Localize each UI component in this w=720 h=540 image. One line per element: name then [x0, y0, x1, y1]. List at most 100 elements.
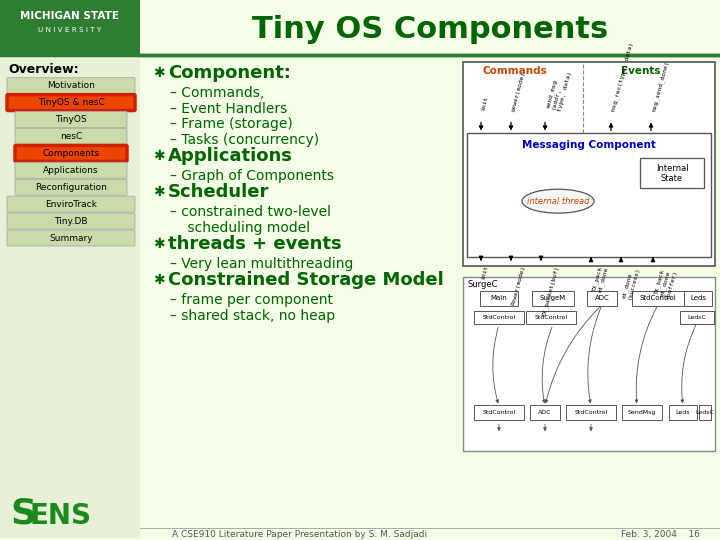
- Text: A CSE910 Literature Paper Presentation by S. M. Sadjadi: A CSE910 Literature Paper Presentation b…: [172, 530, 428, 539]
- FancyBboxPatch shape: [7, 94, 135, 111]
- Text: internal thread: internal thread: [527, 197, 589, 206]
- Text: ENS: ENS: [30, 502, 92, 530]
- Text: Reconfiguration: Reconfiguration: [35, 183, 107, 192]
- FancyBboxPatch shape: [530, 406, 560, 420]
- Text: TX_back
et_done
(buffer): TX_back et_done (buffer): [653, 265, 678, 299]
- Text: scheduling model: scheduling model: [170, 221, 310, 235]
- FancyBboxPatch shape: [15, 145, 127, 161]
- Text: init: init: [481, 265, 490, 281]
- Text: Summary: Summary: [49, 233, 93, 242]
- Text: – frame per component: – frame per component: [170, 293, 333, 307]
- Text: U N I V E R S I T Y: U N I V E R S I T Y: [38, 27, 102, 33]
- FancyBboxPatch shape: [684, 291, 712, 306]
- Text: Events: Events: [621, 66, 661, 76]
- FancyBboxPatch shape: [463, 62, 715, 266]
- Text: LedsC: LedsC: [688, 315, 706, 320]
- Text: TX_pack
et_done: TX_pack et_done: [591, 265, 609, 293]
- Text: power(mode): power(mode): [511, 70, 526, 112]
- Text: Tiny.DB: Tiny.DB: [54, 217, 88, 226]
- Text: Commands: Commands: [482, 66, 547, 76]
- Text: SurgeM: SurgeM: [540, 295, 566, 301]
- Text: Scheduler: Scheduler: [168, 183, 269, 201]
- Text: Messaging Component: Messaging Component: [522, 140, 656, 151]
- Ellipse shape: [522, 189, 594, 213]
- FancyBboxPatch shape: [474, 406, 524, 420]
- FancyBboxPatch shape: [463, 277, 715, 451]
- FancyBboxPatch shape: [15, 112, 127, 127]
- Text: S: S: [10, 497, 36, 531]
- FancyBboxPatch shape: [566, 406, 616, 420]
- Text: EnviroTrack: EnviroTrack: [45, 200, 97, 208]
- Text: ADC: ADC: [595, 295, 609, 301]
- Text: ✱: ✱: [153, 273, 165, 287]
- Text: Leds: Leds: [690, 295, 706, 301]
- Text: nesC: nesC: [60, 132, 82, 141]
- Text: TX_packet(buf): TX_packet(buf): [541, 265, 560, 317]
- FancyBboxPatch shape: [15, 163, 127, 178]
- Text: – constrained two-level: – constrained two-level: [170, 205, 331, 219]
- Text: Feb. 3, 2004    16: Feb. 3, 2004 16: [621, 530, 700, 539]
- Text: ✱: ✱: [153, 66, 165, 80]
- Text: Overview:: Overview:: [8, 63, 78, 76]
- Text: Leds: Leds: [676, 410, 690, 415]
- FancyBboxPatch shape: [680, 310, 714, 323]
- FancyBboxPatch shape: [15, 179, 127, 195]
- FancyBboxPatch shape: [7, 230, 135, 246]
- Text: – Tasks (concurrency): – Tasks (concurrency): [170, 133, 319, 147]
- Text: threads + events: threads + events: [168, 235, 341, 253]
- Text: ✱: ✱: [153, 150, 165, 164]
- FancyBboxPatch shape: [0, 55, 140, 538]
- Text: LedsC: LedsC: [696, 410, 714, 415]
- Text: – Frame (storage): – Frame (storage): [170, 118, 293, 132]
- Text: SurgeC: SurgeC: [467, 280, 498, 289]
- Text: Power(mode): Power(mode): [511, 265, 526, 306]
- Text: Components: Components: [42, 149, 99, 158]
- Text: TinyOS & nesC: TinyOS & nesC: [37, 98, 104, 107]
- Text: ✱: ✱: [153, 237, 165, 251]
- Text: et_done
(success): et_done (success): [621, 265, 641, 300]
- Text: Tiny OS Components: Tiny OS Components: [252, 15, 608, 44]
- Text: Applications: Applications: [43, 166, 99, 175]
- FancyBboxPatch shape: [15, 129, 127, 144]
- Text: ADC: ADC: [539, 410, 552, 415]
- FancyBboxPatch shape: [632, 291, 684, 306]
- Text: Component:: Component:: [168, 64, 291, 82]
- FancyBboxPatch shape: [480, 291, 518, 306]
- Text: init: init: [481, 96, 490, 112]
- Text: Motivation: Motivation: [47, 81, 95, 90]
- Text: – Commands,: – Commands,: [170, 86, 264, 99]
- FancyBboxPatch shape: [587, 291, 617, 306]
- Text: StdControl: StdControl: [482, 315, 516, 320]
- FancyBboxPatch shape: [467, 133, 711, 257]
- FancyBboxPatch shape: [669, 406, 697, 420]
- Text: – Graph of Components: – Graph of Components: [170, 169, 334, 183]
- Text: send_msg
(addr,
type, data): send_msg (addr, type, data): [545, 68, 572, 112]
- FancyBboxPatch shape: [7, 213, 135, 229]
- FancyBboxPatch shape: [532, 291, 574, 306]
- FancyBboxPatch shape: [640, 158, 704, 188]
- Text: msg_rec(type, data): msg_rec(type, data): [611, 41, 635, 112]
- Text: msg_send_done): msg_send_done): [651, 59, 670, 112]
- FancyBboxPatch shape: [526, 310, 576, 323]
- FancyBboxPatch shape: [0, 0, 140, 55]
- FancyBboxPatch shape: [7, 196, 135, 212]
- Text: Constrained Storage Model: Constrained Storage Model: [168, 271, 444, 289]
- Text: StdControl: StdControl: [639, 295, 676, 301]
- Text: – Very lean multithreading: – Very lean multithreading: [170, 257, 354, 271]
- Text: SendMsg: SendMsg: [628, 410, 656, 415]
- Text: StdControl: StdControl: [482, 410, 516, 415]
- Text: MICHIGAN STATE: MICHIGAN STATE: [20, 11, 120, 21]
- FancyBboxPatch shape: [699, 406, 711, 420]
- Text: – Event Handlers: – Event Handlers: [170, 102, 287, 116]
- Text: Internal
State: Internal State: [656, 164, 688, 183]
- Text: – shared stack, no heap: – shared stack, no heap: [170, 309, 335, 323]
- FancyBboxPatch shape: [474, 310, 524, 323]
- Text: TinyOS: TinyOS: [55, 115, 87, 124]
- FancyBboxPatch shape: [622, 406, 662, 420]
- FancyBboxPatch shape: [7, 78, 135, 93]
- Text: Main: Main: [490, 295, 508, 301]
- Text: StdControl: StdControl: [534, 315, 567, 320]
- Text: Applications: Applications: [168, 147, 293, 165]
- Text: ✱: ✱: [153, 185, 165, 199]
- Text: StdControl: StdControl: [575, 410, 608, 415]
